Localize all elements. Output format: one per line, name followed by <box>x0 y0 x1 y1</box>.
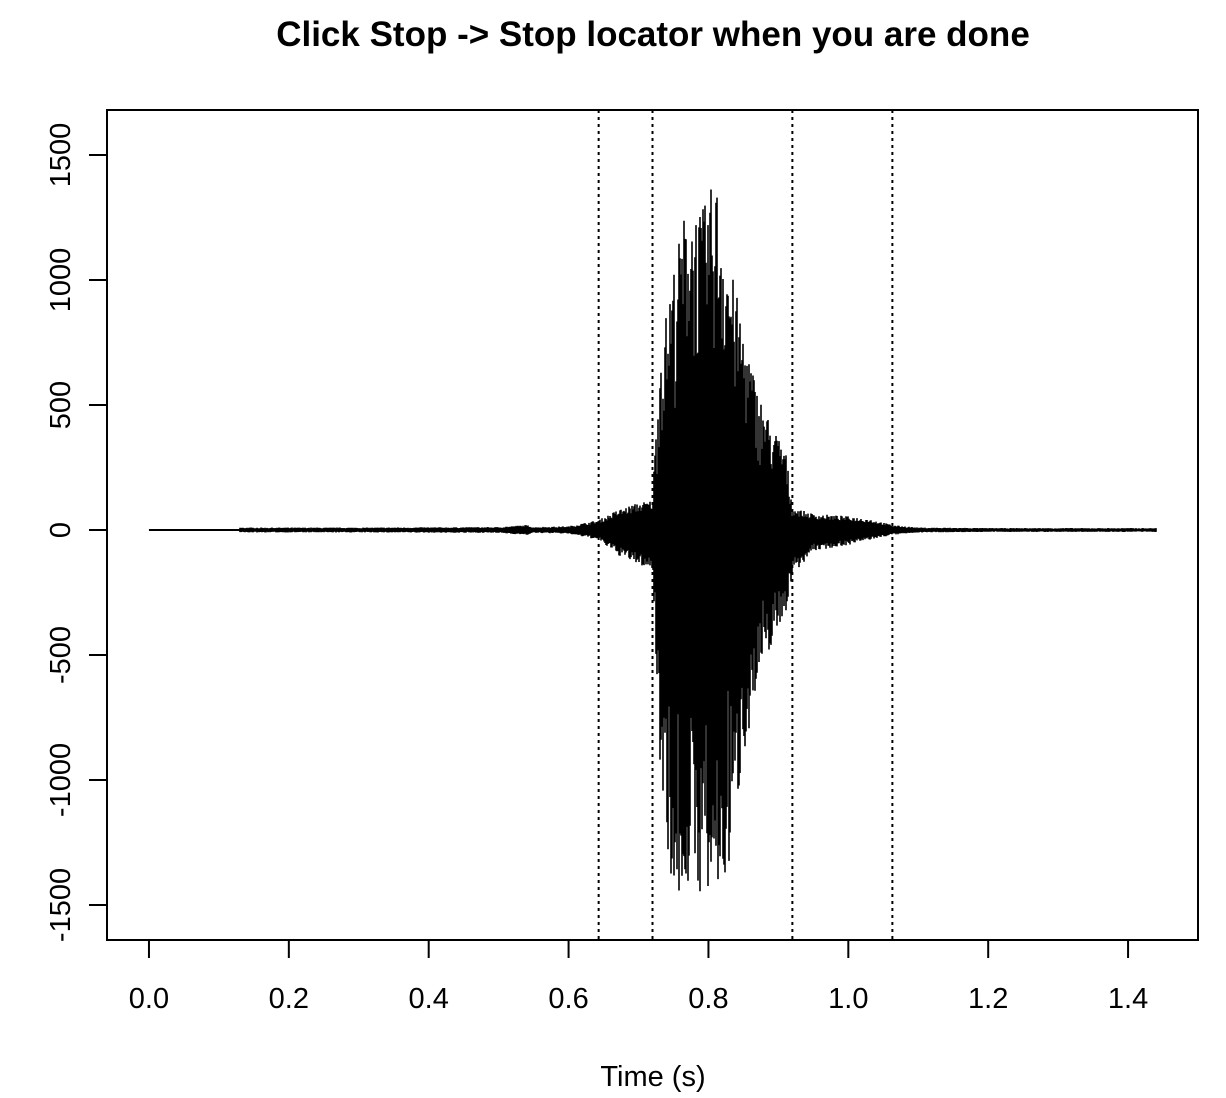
y-tick-label: -1500 <box>45 868 77 942</box>
y-tick-label: 1000 <box>45 248 77 313</box>
x-tick-label: 0.6 <box>548 983 588 1015</box>
waveform-trace <box>238 189 1157 892</box>
y-axis: -1500 -1000 -500 0 500 1000 1500 <box>45 123 107 942</box>
x-tick-label: 0.2 <box>269 983 309 1015</box>
x-tick-label: 0.4 <box>409 983 449 1015</box>
y-tick-label: 0 <box>45 522 77 538</box>
x-axis: 0.0 0.2 0.4 0.6 0.8 1.0 1.2 1.4 <box>129 939 1148 1015</box>
locator-layer <box>597 110 894 940</box>
y-tick-label: 500 <box>45 381 77 429</box>
x-axis-label: Time (s) <box>600 1061 705 1093</box>
y-tick-label: 1500 <box>45 123 77 188</box>
x-tick-label: 1.4 <box>1108 983 1148 1015</box>
x-tick-label: 0.0 <box>129 983 169 1015</box>
x-tick-label: 1.2 <box>968 983 1008 1015</box>
y-tick-label: -500 <box>45 626 77 684</box>
chart-title: Click Stop -> Stop locator when you are … <box>276 15 1030 54</box>
x-tick-label: 0.8 <box>688 983 728 1015</box>
x-tick-label: 1.0 <box>828 983 868 1015</box>
y-tick-label: -1000 <box>45 743 77 817</box>
